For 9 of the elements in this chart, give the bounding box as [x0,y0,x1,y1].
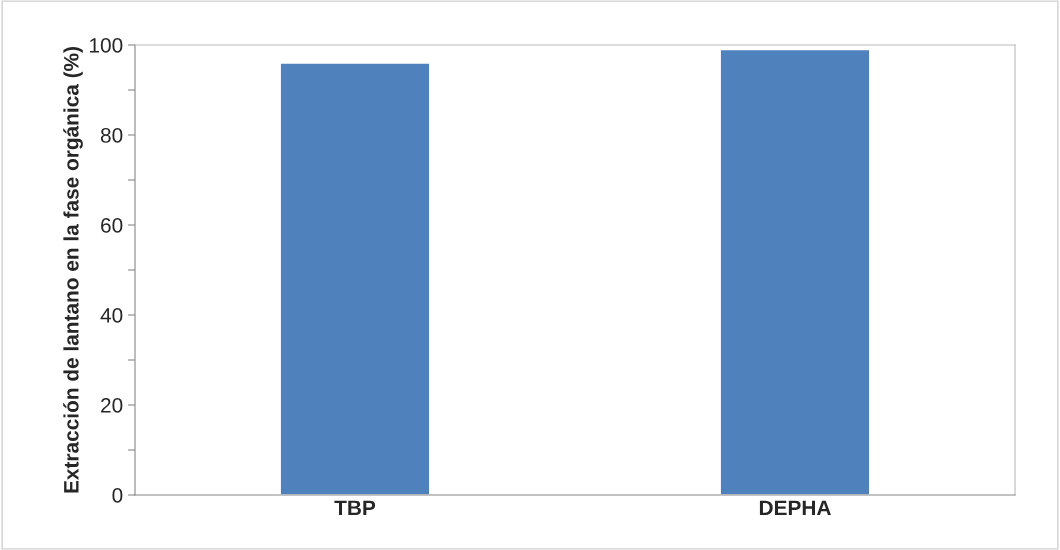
y-tick-label: 80 [100,128,123,143]
y-tick-label: 0 [112,488,123,503]
y-tick-label: 40 [100,308,123,323]
y-tick-label: 100 [90,38,123,53]
y-tick-label: 60 [101,218,123,233]
y-tick-label: 20 [101,398,123,413]
x-tick-label: TBP [334,500,376,515]
x-tick-label: DEPHA [759,500,831,515]
y-axis-title: Extracción de lantano en la fase orgánica (%) [63,46,83,493]
